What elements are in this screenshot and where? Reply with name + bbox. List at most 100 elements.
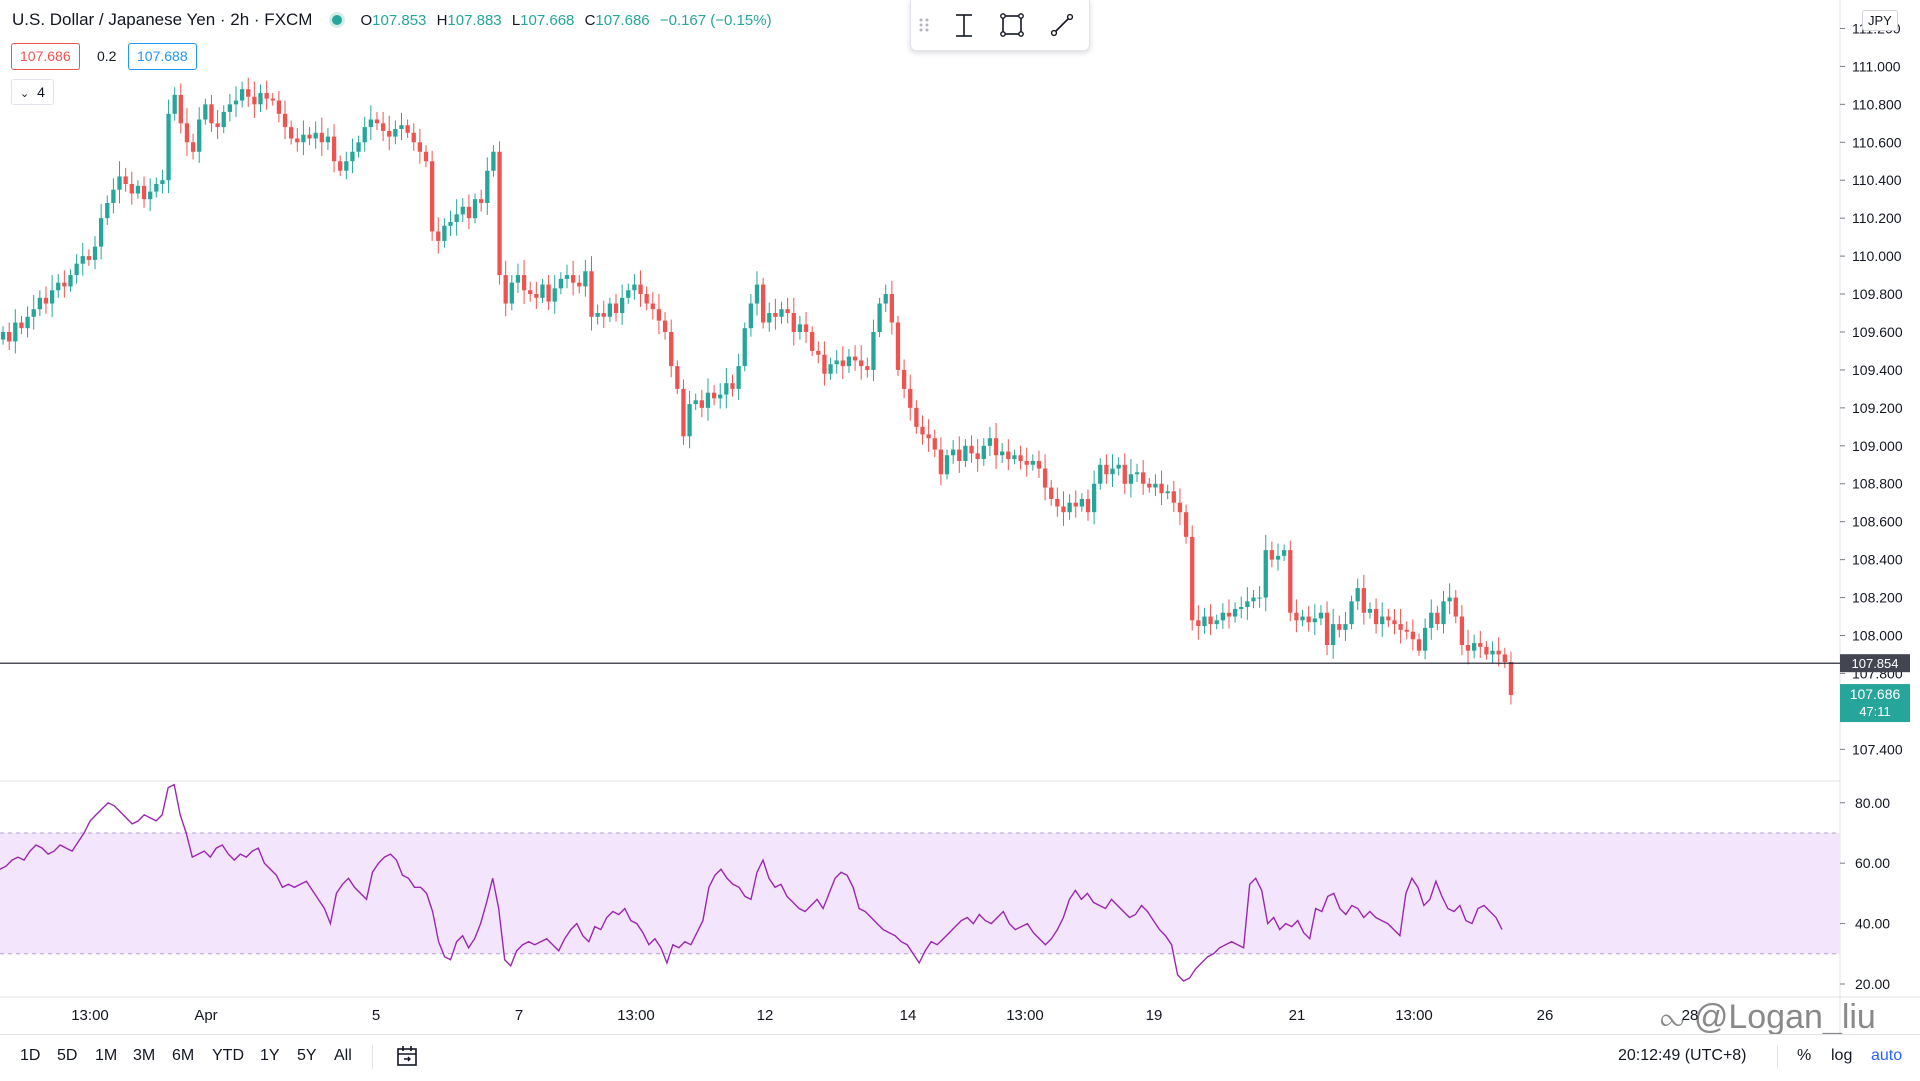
candle-body — [1490, 650, 1495, 655]
candle-body — [264, 92, 269, 99]
candle — [865, 357, 870, 378]
candle — [840, 346, 845, 379]
candle — [325, 128, 331, 150]
candle-body — [31, 309, 36, 317]
candle — [442, 218, 447, 248]
rsi-line — [0, 783, 1503, 982]
candle — [252, 81, 257, 118]
drag-handle-icon[interactable] — [915, 8, 935, 42]
symbol-legend[interactable]: U.S. Dollar / Japanese Yen · 2h · FXCM O… — [12, 10, 778, 30]
candle-body — [485, 170, 490, 203]
candlestick-series — [0, 77, 1514, 705]
candle-body — [938, 449, 944, 475]
candle — [889, 280, 894, 335]
candle-body — [846, 356, 852, 367]
candle-body — [650, 303, 655, 310]
candle — [98, 203, 104, 260]
candle — [1067, 494, 1072, 520]
candle — [1055, 487, 1060, 517]
candle-body — [86, 256, 92, 260]
candle — [123, 167, 128, 192]
rectangle-icon[interactable] — [995, 8, 1029, 42]
candle — [951, 440, 956, 464]
candle-body — [1269, 550, 1275, 560]
candle-body — [724, 383, 729, 395]
candle — [785, 297, 790, 324]
candle — [374, 111, 380, 131]
candle — [1257, 586, 1262, 608]
close-value: 107.686 — [595, 11, 650, 29]
candle — [1196, 605, 1201, 640]
candle-body — [1281, 550, 1287, 556]
candle — [479, 189, 484, 212]
timeframe-1d[interactable]: 1D — [20, 1047, 41, 1064]
time-tick-label: 19 — [1146, 1007, 1163, 1024]
candle — [301, 120, 306, 156]
candle-body — [399, 125, 404, 129]
candle — [914, 400, 919, 434]
candle-body — [423, 151, 429, 162]
auto-scale-toggle[interactable]: auto — [1871, 1047, 1903, 1064]
candle — [773, 298, 778, 330]
candle — [49, 275, 55, 318]
candle — [1422, 618, 1428, 660]
timeframe-5y[interactable]: 5Y — [297, 1047, 317, 1064]
candle — [221, 105, 226, 134]
candle — [552, 275, 557, 314]
price-scale-labels: 111.200111.000110.800110.600110.400110.2… — [1840, 20, 1903, 757]
candle — [662, 312, 668, 340]
candle-body — [1067, 502, 1072, 513]
candle-body — [834, 360, 839, 365]
candle — [1190, 525, 1195, 631]
bar-countdown-label: 47:11 — [1859, 704, 1891, 719]
candle — [141, 176, 147, 208]
candle-body — [840, 360, 845, 367]
timeframe-all[interactable]: All — [334, 1047, 352, 1064]
timeframe-5d[interactable]: 5D — [57, 1047, 78, 1064]
timeframe-ytd[interactable]: YTD — [212, 1047, 244, 1064]
candle — [368, 105, 373, 140]
candle-body — [301, 134, 306, 143]
rsi-tick-label: 20.00 — [1855, 976, 1890, 992]
candle — [969, 435, 974, 463]
log-scale-toggle[interactable]: log — [1831, 1047, 1853, 1064]
currency-badge[interactable]: JPY — [1862, 10, 1898, 31]
candle — [1012, 449, 1017, 465]
candle-body — [534, 294, 539, 298]
symbol-title[interactable]: U.S. Dollar / Japanese Yen · 2h · FXCM — [12, 10, 313, 29]
clock-timezone[interactable]: 20:12:49 (UTC+8) — [1618, 1047, 1747, 1064]
candle-body — [932, 438, 937, 450]
candle — [405, 119, 410, 138]
candle — [1447, 583, 1452, 615]
candle-body — [1496, 650, 1501, 655]
candle-body — [252, 96, 257, 105]
high-label: H — [436, 11, 448, 29]
candle-body — [1232, 608, 1238, 617]
candle — [816, 341, 821, 364]
indicators-toggle-button[interactable]: ⌄ 4 — [11, 79, 54, 105]
price-tick-label: 110.600 — [1852, 134, 1902, 150]
measure-icon[interactable] — [947, 8, 981, 42]
timeframe-6m[interactable]: 6M — [172, 1047, 195, 1064]
candle-body — [190, 142, 196, 152]
candle — [908, 374, 913, 421]
trend-line-icon[interactable] — [1045, 8, 1079, 42]
candle — [190, 133, 196, 160]
timeframe-1y[interactable]: 1Y — [260, 1047, 280, 1064]
candle-body — [1190, 536, 1195, 621]
candle — [901, 359, 907, 399]
timeframe-3m[interactable]: 3M — [133, 1047, 156, 1064]
timeframe-1m[interactable]: 1M — [95, 1047, 118, 1064]
candle — [528, 281, 533, 302]
percent-scale-toggle[interactable]: % — [1797, 1047, 1812, 1064]
candle — [1410, 619, 1416, 651]
candle — [932, 429, 937, 458]
buy-price-button[interactable]: 107.688 — [128, 43, 197, 70]
chevron-down-icon: ⌄ — [20, 88, 30, 100]
go-to-date-icon[interactable] — [396, 1045, 418, 1069]
candle-body — [405, 125, 410, 133]
candle-body — [135, 185, 141, 194]
candle-body — [246, 89, 251, 97]
price-chart[interactable]: 111.200111.000110.800110.600110.400110.2… — [0, 0, 1920, 1034]
sell-price-button[interactable]: 107.686 — [11, 43, 80, 70]
